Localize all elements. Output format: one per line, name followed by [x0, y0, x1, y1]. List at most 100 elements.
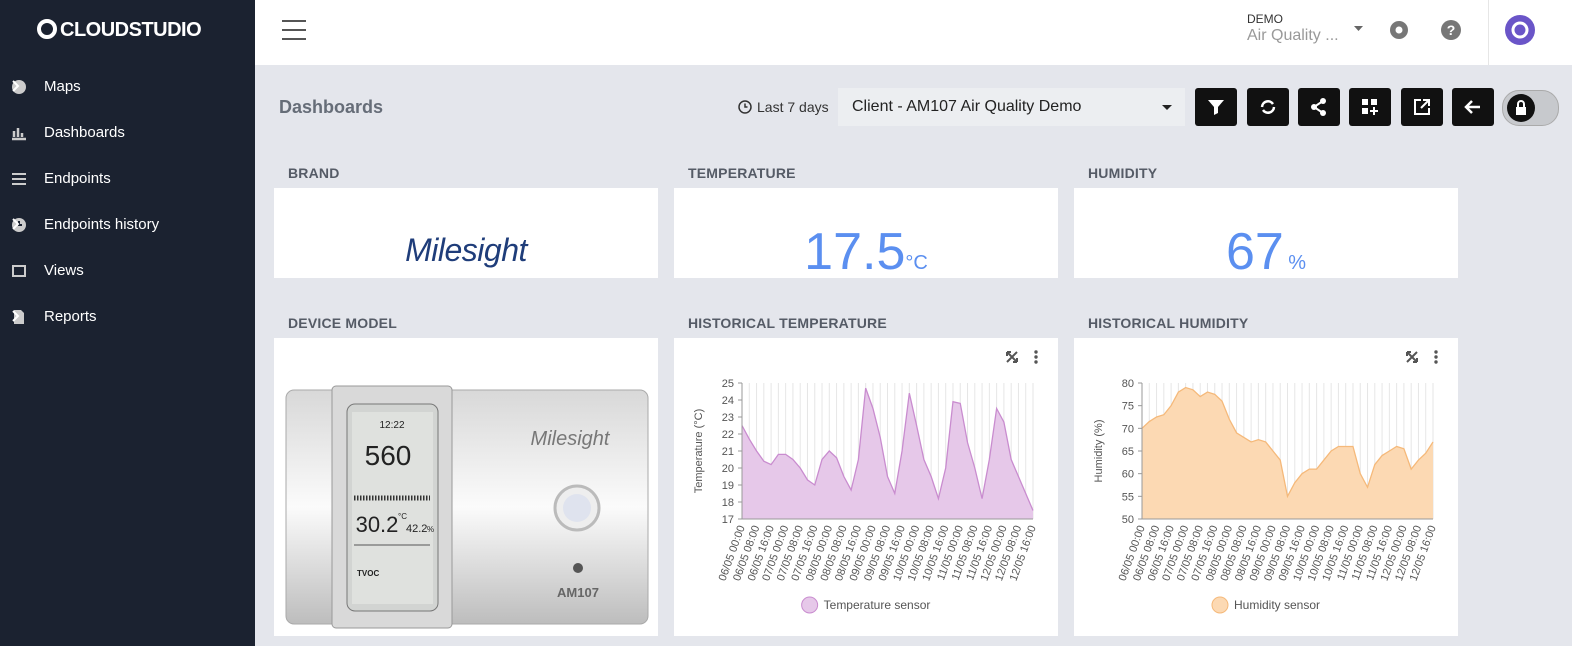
y-tick-label: 25 — [722, 378, 734, 390]
brand-icon — [37, 19, 57, 39]
nav-item[interactable]: Reports — [0, 297, 255, 337]
y-tick-label: 19 — [722, 480, 734, 492]
lcd-hum: 42.2 — [406, 523, 427, 535]
avatar[interactable] — [1504, 14, 1536, 46]
nav-item[interactable]: Endpoints history — [0, 205, 255, 245]
lcd-temp-unit: °C — [398, 512, 407, 521]
legend-swatch[interactable] — [1211, 596, 1229, 614]
humidity-card: 67 % — [1074, 188, 1458, 281]
menu-dot[interactable] — [1434, 360, 1438, 364]
y-tick-label: 17 — [722, 514, 734, 526]
value-row: 67 % — [1074, 222, 1458, 282]
legend-label[interactable]: Temperature sensor — [824, 598, 931, 612]
y-tick-label: 60 — [1122, 469, 1134, 481]
help-button[interactable]: ? — [1440, 19, 1462, 41]
widget-title: HUMIDITY — [1088, 165, 1158, 181]
chart-card: 06/05 00:00 06/05 08:00 06/05 16:00 07/05 0… — [674, 338, 1058, 636]
menu-dot[interactable] — [1034, 355, 1038, 359]
y-tick-label: 50 — [1122, 514, 1134, 526]
widget-title: HISTORICAL TEMPERATURE — [688, 315, 887, 331]
org: DEMO — [1247, 12, 1283, 26]
lcd-hum-unit: % — [427, 525, 434, 534]
nav-label[interactable]: Maps — [44, 78, 81, 95]
brand-card: Milesight — [274, 188, 658, 278]
widget-title: BRAND — [288, 165, 340, 181]
account[interactable]: Air Quality ... — [1247, 27, 1339, 44]
svg-text:?: ? — [1447, 22, 1456, 38]
nav-item[interactable]: Views — [0, 251, 255, 291]
chart-card: 06/05 00:00 06/05 08:00 06/05 16:00 07/05 0… — [1074, 338, 1458, 636]
area-line — [1141, 386, 1434, 499]
dashboard-select[interactable]: Client - AM107 Air Quality Demo — [838, 88, 1185, 126]
brand: CLOUDSTUDIO — [60, 19, 202, 41]
device-image: 12:22 560 30.2 °C 42.2 % TVOC Milesight … — [285, 385, 649, 629]
open-button[interactable] — [1401, 88, 1443, 126]
y-tick-label: 55 — [1122, 491, 1134, 503]
y-tick-label: 21 — [722, 446, 734, 458]
y-tick-label: 80 — [1122, 378, 1134, 390]
widget-title: HISTORICAL HUMIDITY — [1088, 315, 1249, 331]
time-range[interactable]: Last 7 days — [757, 99, 829, 115]
y-tick-label: 75 — [1122, 401, 1134, 413]
y-axis-title: Temperature (°C) — [693, 409, 705, 493]
refresh-button[interactable] — [1247, 88, 1289, 126]
nav-item[interactable]: Dashboards — [0, 113, 255, 153]
legend-swatch[interactable] — [801, 596, 819, 614]
lcd-temp: 30.2 — [356, 512, 399, 537]
temperature-card: 17.5°C — [674, 188, 1058, 281]
nav-item[interactable]: Maps — [0, 67, 255, 107]
expand-icon[interactable] — [1406, 351, 1418, 363]
legend-label[interactable]: Humidity sensor — [1234, 598, 1320, 612]
lcd-tvoc: TVOC — [357, 569, 379, 578]
share-button[interactable] — [1298, 88, 1340, 126]
nav-label[interactable]: Endpoints history — [44, 216, 160, 233]
menu-dot[interactable] — [1434, 355, 1438, 359]
temperature-value: 17.5 — [804, 223, 906, 281]
menu-dot[interactable] — [1434, 350, 1438, 354]
settings-button[interactable] — [1388, 19, 1410, 41]
filter-button[interactable] — [1195, 88, 1237, 126]
nav-item[interactable]: Endpoints — [0, 159, 255, 199]
widget-title: DEVICE MODEL — [288, 315, 397, 331]
value-row: 17.5°C — [674, 222, 1058, 282]
y-tick-label: 20 — [722, 463, 734, 475]
y-tick-label: 18 — [722, 497, 734, 509]
divider — [1488, 0, 1489, 65]
top-bar: DEMO Air Quality ... ? — [255, 0, 1572, 65]
y-tick-label: 23 — [722, 412, 734, 424]
select-value[interactable]: Client - AM107 Air Quality Demo — [852, 98, 1082, 115]
add-widget-button[interactable] — [1349, 88, 1391, 126]
nav-label[interactable]: Dashboards — [44, 124, 125, 141]
device-card: 12:22 560 30.2 °C 42.2 % TVOC Milesight … — [274, 338, 658, 636]
y-axis-title: Humidity (%) — [1093, 420, 1105, 483]
nav-label[interactable]: Endpoints — [44, 170, 111, 187]
y-tick-label: 24 — [722, 395, 734, 407]
caret[interactable] — [1354, 26, 1364, 32]
page-title: Dashboards — [279, 97, 384, 117]
device-logo: Milesight — [531, 428, 611, 450]
sidebar: CLOUDSTUDIO Maps Dashboards Endpoints En… — [0, 0, 255, 646]
back-button[interactable] — [1452, 88, 1494, 126]
area-line — [741, 387, 1034, 511]
humidity-unit: % — [1288, 252, 1307, 274]
nav-label[interactable]: Views — [44, 262, 84, 279]
y-tick-label: 65 — [1122, 446, 1134, 458]
humidity-value: 67 — [1225, 223, 1284, 281]
clock-icon — [738, 100, 752, 114]
area-fill — [1142, 387, 1433, 519]
widget-title: TEMPERATURE — [688, 165, 796, 181]
expand-icon[interactable] — [1006, 351, 1018, 363]
menu-button[interactable] — [281, 19, 307, 41]
lcd-time: 12:22 — [379, 420, 404, 431]
menu-dot[interactable] — [1034, 360, 1038, 364]
lock-toggle[interactable] — [1502, 90, 1559, 126]
menu-dot[interactable] — [1034, 350, 1038, 354]
temperature-unit: °C — [905, 252, 928, 274]
y-tick-label: 22 — [722, 429, 734, 441]
nav-label[interactable]: Reports — [44, 308, 97, 325]
brand-logo: Milesight — [405, 232, 527, 268]
y-tick-label: 70 — [1122, 423, 1134, 435]
